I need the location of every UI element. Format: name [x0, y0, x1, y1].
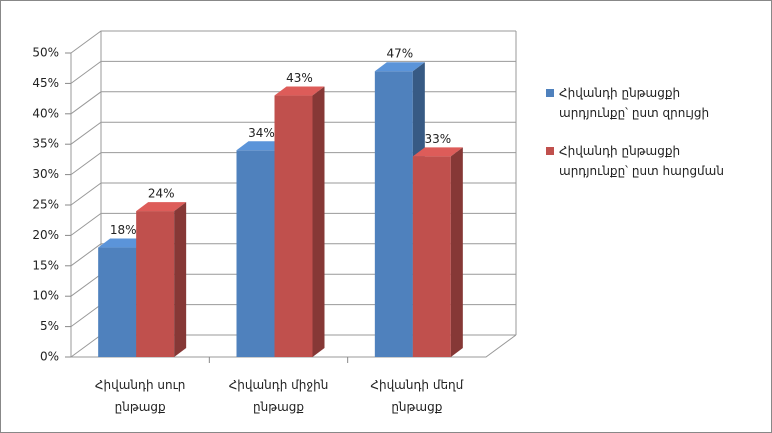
value-label: 34%: [248, 126, 275, 140]
y-tick-label: 5%: [40, 319, 59, 333]
y-tick-label: 50%: [32, 46, 59, 60]
legend-swatch: [546, 89, 554, 97]
y-tick-label: 10%: [32, 289, 59, 303]
x-tick-label: Հիվանդի մեղմ ընթացք: [370, 378, 464, 414]
bar-front: [136, 211, 175, 357]
x-tick-label: Հիվանդի սուր ընթացք: [94, 378, 186, 414]
bar-front: [98, 247, 137, 357]
x-tick-label: Հիվանդի միջին ընթացք: [228, 378, 329, 414]
grid-line: [70, 60, 516, 84]
value-label: 24%: [148, 187, 175, 201]
bar-top: [412, 147, 463, 157]
value-label: 47%: [386, 47, 413, 61]
y-tick-label: 0%: [40, 350, 59, 364]
value-label: 33%: [424, 132, 451, 146]
bar-top: [98, 238, 149, 248]
y-tick-label: 35%: [32, 137, 59, 151]
grid-line: [70, 30, 516, 54]
bar-top: [136, 202, 187, 212]
bar-side: [450, 147, 463, 357]
value-label: 18%: [110, 223, 137, 237]
bar-front: [236, 150, 275, 357]
y-tick-label: 15%: [32, 258, 59, 272]
y-tick-label: 30%: [32, 167, 59, 181]
bar-front: [412, 156, 451, 357]
bar-side: [174, 202, 187, 357]
y-tick-label: 20%: [32, 228, 59, 242]
bar-front: [374, 71, 413, 358]
y-tick-label: 25%: [32, 198, 59, 212]
bar-top: [374, 62, 425, 72]
y-tick-label: 40%: [32, 106, 59, 120]
legend-label: Հիվանդի ընթացքի արդյունքը՝ ըստ զրույցի: [559, 86, 710, 120]
bar-front: [274, 95, 313, 357]
bar-top: [274, 86, 325, 96]
value-label: 43%: [286, 71, 313, 85]
bar-top: [236, 141, 287, 151]
legend-label: Հիվանդի ընթացքի արդյունքը՝ ըստ հարցման: [559, 144, 724, 178]
legend-swatch: [546, 147, 554, 155]
bar-side: [312, 86, 325, 357]
y-tick-label: 45%: [32, 76, 59, 90]
